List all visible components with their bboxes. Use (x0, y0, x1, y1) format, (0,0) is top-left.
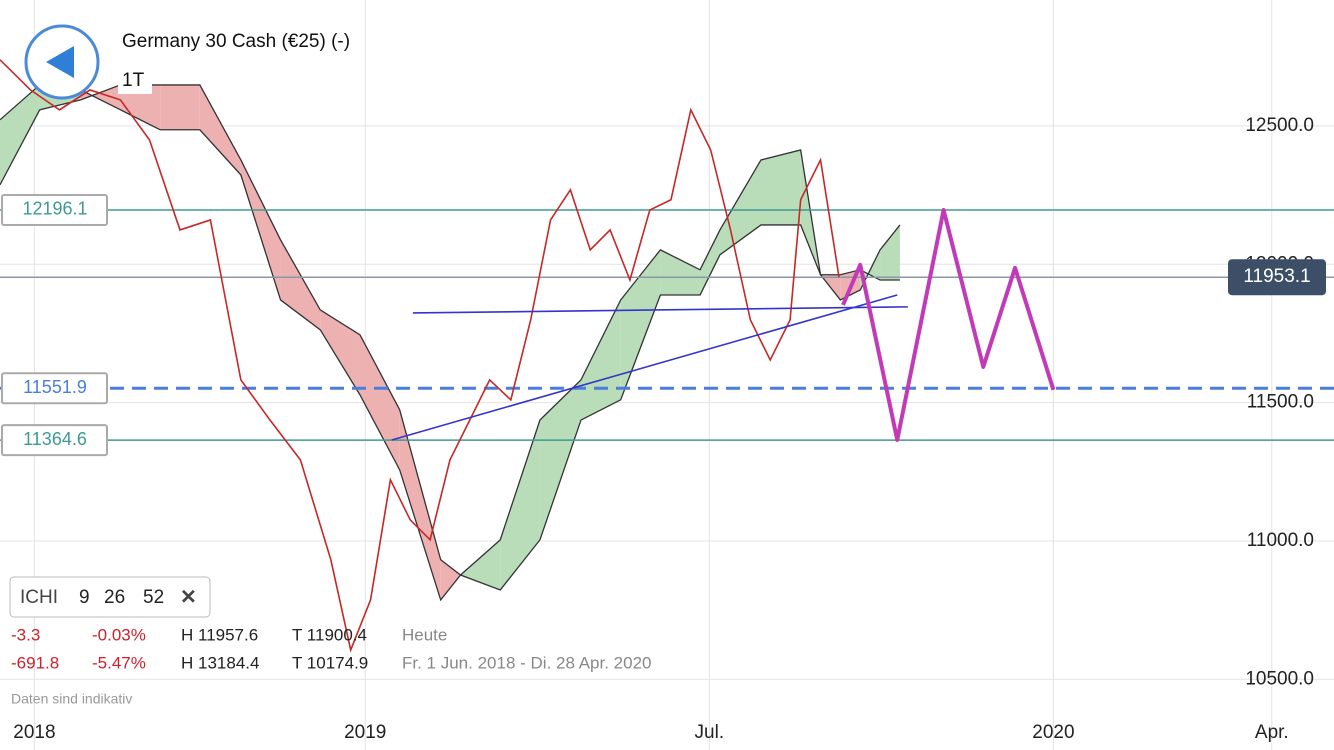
cloud-segment (539, 379, 581, 540)
cloud-segment (620, 249, 661, 400)
current-price-label: 11953.1 (1243, 266, 1310, 287)
stat-change: -691.8 (11, 653, 59, 672)
cloud-segment (880, 224, 900, 281)
stat-low: T 11900.4 (292, 625, 367, 644)
y-tick-label: 11500.0 (1247, 392, 1314, 413)
back-icon[interactable] (46, 46, 74, 78)
trend-line (391, 294, 898, 441)
stat-high: H 11957.6 (181, 625, 258, 644)
stat-period: Heute (402, 625, 447, 644)
stat-change: -3.3 (11, 625, 40, 644)
x-tick-label: 2020 (1032, 722, 1074, 743)
cloud-segment (460, 539, 501, 590)
y-tick-label: 10500.0 (1245, 668, 1314, 689)
projection-line (841, 208, 1056, 442)
level-badge (1, 424, 108, 457)
level-badge (1, 372, 108, 405)
level-badge (1, 193, 108, 226)
current-price-badge (1228, 259, 1326, 296)
cloud-segment (80, 84, 121, 110)
stat-low: T 10174.9 (292, 653, 368, 672)
level-label: 11364.6 (23, 429, 87, 449)
cloud-segment (399, 409, 441, 600)
indicator-name: ICHI (20, 587, 58, 608)
cloud-segment (440, 559, 461, 600)
indicator-param: 52 (143, 587, 164, 608)
cloud-segment (320, 309, 360, 395)
chart-title: Germany 30 Cash (€25) (-) (122, 31, 350, 52)
y-tick-label: 12500.0 (1245, 115, 1314, 136)
cloud-segment (760, 149, 801, 225)
x-tick-label: 2019 (344, 722, 386, 743)
cloud-segment (199, 84, 241, 175)
indicator-param: 26 (104, 587, 125, 608)
cloud-span-a (0, 84, 901, 602)
cloud-segment (160, 84, 200, 130)
price-line (0, 59, 840, 653)
trend-line (412, 306, 908, 314)
stat-high: H 13184.4 (181, 653, 259, 672)
cloud-segment (660, 249, 701, 295)
cloud-segment (120, 84, 161, 130)
indicator-param: 9 (79, 587, 90, 608)
indicator-remove[interactable]: ✕ (180, 586, 197, 608)
x-tick-label: 2018 (13, 722, 55, 743)
level-label: 11551.9 (23, 377, 87, 397)
cloud-segment (240, 159, 281, 300)
cloud-segment (580, 299, 621, 421)
timeframe-bg (118, 66, 152, 94)
level-label: 12196.1 (22, 199, 87, 219)
stat-period: Fr. 1 Jun. 2018 - Di. 28 Apr. 2020 (402, 653, 652, 672)
y-tick-label: 11000.0 (1247, 530, 1314, 551)
stat-percent: -5.47% (92, 653, 146, 672)
cloud-segment (359, 334, 400, 470)
cloud-span-b (0, 84, 900, 591)
timeframe: 1T (122, 70, 145, 91)
indicator-box[interactable] (9, 576, 211, 618)
cloud-segment (280, 239, 321, 330)
cloud-segment (700, 229, 720, 295)
stat-percent: -0.03% (92, 625, 146, 644)
x-tick-label: Jul. (695, 722, 725, 743)
x-tick-label: Apr. (1255, 722, 1289, 743)
cloud-segment (500, 420, 540, 590)
cloud-segment (0, 84, 40, 185)
note: Daten sind indikativ (11, 691, 132, 707)
